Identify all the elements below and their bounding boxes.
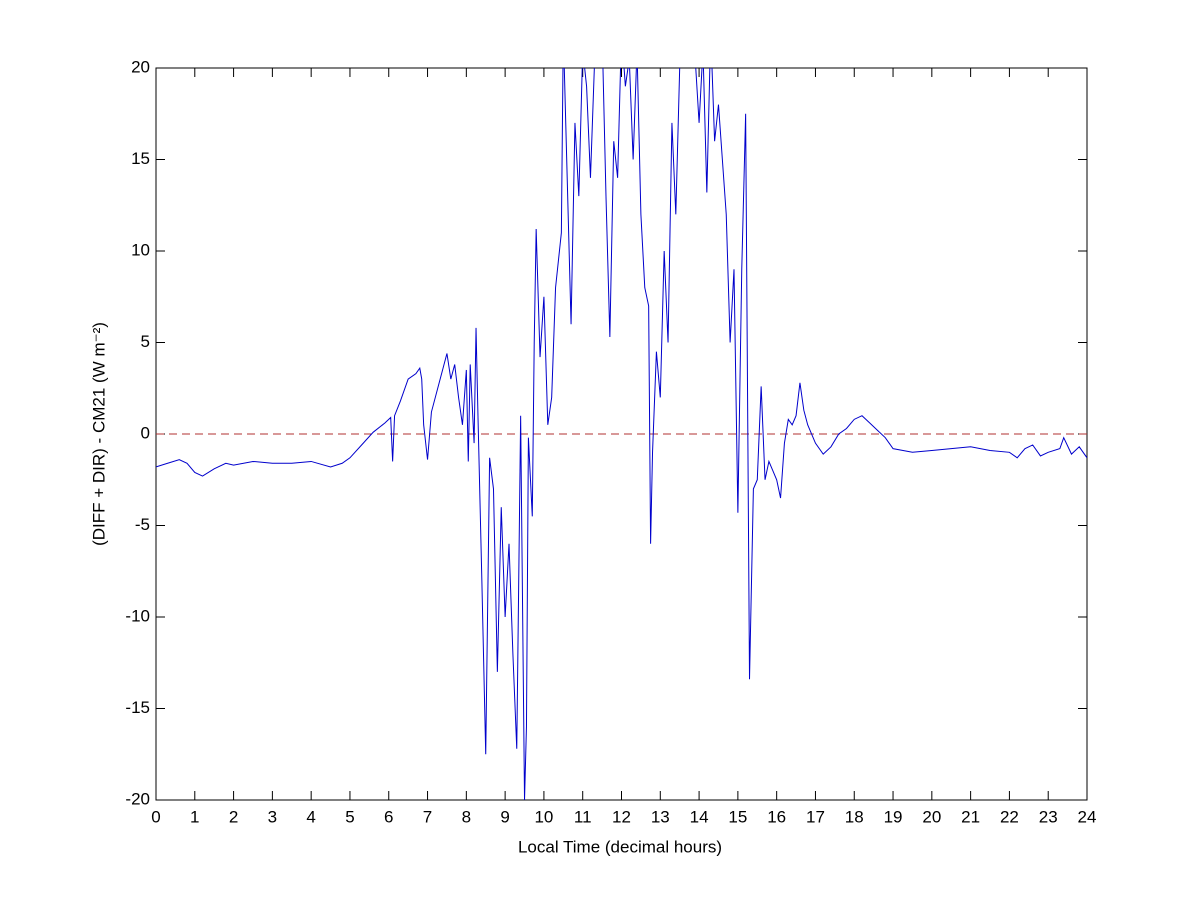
x-tick-label: 17 bbox=[806, 807, 825, 826]
x-tick-label: 12 bbox=[612, 807, 631, 826]
x-tick-label: 7 bbox=[423, 807, 432, 826]
y-tick-label: -20 bbox=[125, 789, 150, 808]
x-tick-label: 6 bbox=[384, 807, 393, 826]
x-tick-label: 2 bbox=[229, 807, 238, 826]
x-tick-label: 20 bbox=[922, 807, 941, 826]
plot-area bbox=[155, 67, 1088, 801]
x-tick-label: 14 bbox=[690, 807, 709, 826]
y-tick-label: -15 bbox=[125, 698, 150, 717]
y-tick-label: -5 bbox=[135, 515, 150, 534]
y-tick-label: 5 bbox=[141, 332, 150, 351]
x-tick-label: 1 bbox=[190, 807, 199, 826]
x-tick-label: 22 bbox=[1000, 807, 1019, 826]
x-tick-label: 4 bbox=[306, 807, 315, 826]
y-tick-label: 15 bbox=[131, 149, 150, 168]
x-tick-label: 21 bbox=[961, 807, 980, 826]
y-axis-label: (DIFF + DIR) - CM21 (W m⁻²) bbox=[89, 322, 108, 546]
x-tick-label: 18 bbox=[845, 807, 864, 826]
x-tick-label: 11 bbox=[574, 807, 592, 826]
x-tick-label: 5 bbox=[345, 807, 354, 826]
x-tick-label: 10 bbox=[534, 807, 553, 826]
x-tick-label: 24 bbox=[1078, 807, 1097, 826]
y-tick-label: 10 bbox=[131, 240, 150, 259]
x-tick-label: 13 bbox=[651, 807, 670, 826]
x-axis-label: Local Time (decimal hours) bbox=[518, 837, 722, 856]
y-tick-label: 20 bbox=[131, 57, 150, 76]
x-tick-label: 23 bbox=[1039, 807, 1058, 826]
y-tick-label: -10 bbox=[125, 606, 150, 625]
x-tick-label: 15 bbox=[728, 807, 747, 826]
x-tick-label: 0 bbox=[151, 807, 160, 826]
x-tick-label: 19 bbox=[884, 807, 903, 826]
x-tick-label: 8 bbox=[462, 807, 471, 826]
plot-layer bbox=[156, 68, 1087, 800]
data-line bbox=[156, 68, 1087, 800]
x-tick-label: 16 bbox=[767, 807, 786, 826]
x-tick-label: 9 bbox=[500, 807, 509, 826]
x-tick-label: 3 bbox=[268, 807, 277, 826]
y-tick-label: 0 bbox=[141, 423, 150, 442]
